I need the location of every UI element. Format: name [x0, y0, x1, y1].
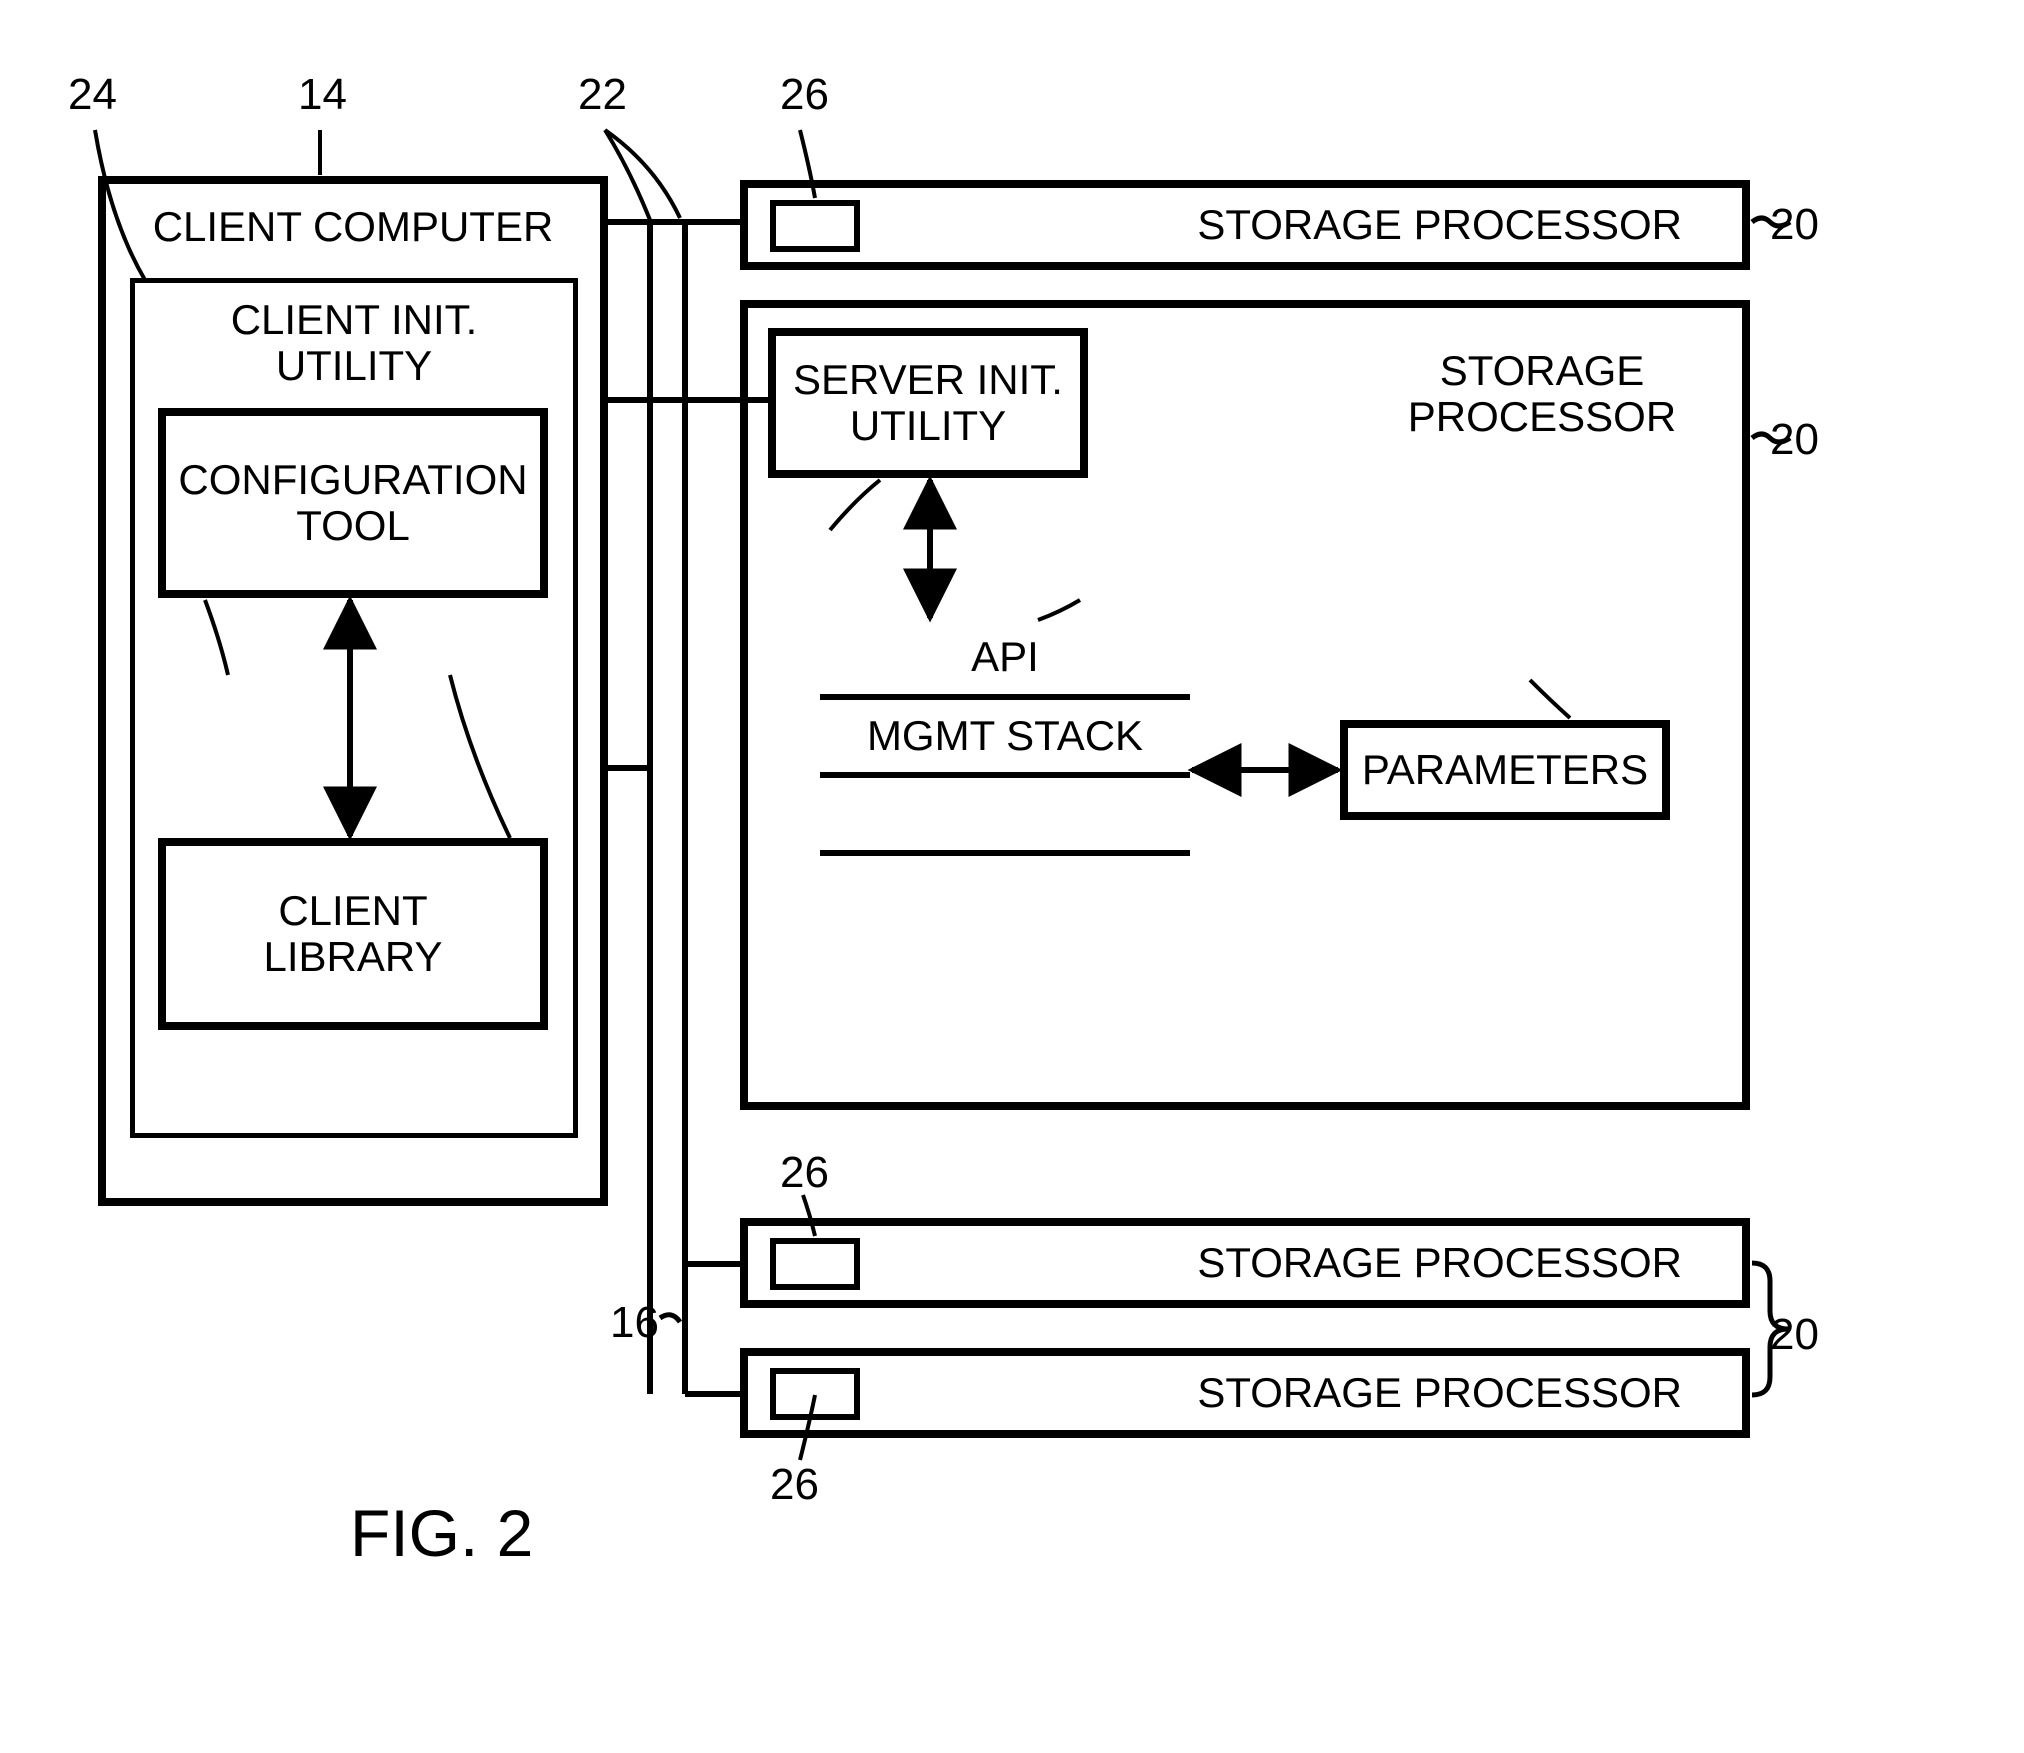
figure-label: FIG. 2: [350, 1495, 533, 1571]
storage-processor-bot1: STORAGE PROCESSOR: [740, 1218, 1750, 1308]
client-library-label: CLIENT LIBRARY: [264, 888, 443, 980]
client-init-utility-label: CLIENT INIT. UTILITY: [231, 297, 478, 389]
storage-processor-top: STORAGE PROCESSOR: [740, 180, 1750, 270]
config-tool-label: CONFIGURATION TOOL: [178, 457, 527, 549]
ref-20-mid: 20: [1770, 415, 1819, 465]
ref-26-mid: 26: [780, 1148, 829, 1198]
storage-processor-mid-label: STORAGE PROCESSOR: [1402, 348, 1682, 440]
ref-24: 24: [68, 70, 117, 120]
mgmt-row-4: [820, 856, 1190, 930]
ref-20-bot: 20: [1770, 1310, 1819, 1360]
sp-bot1-small-box: [770, 1238, 860, 1290]
ref-14: 14: [298, 70, 347, 120]
ref-22: 22: [578, 70, 627, 120]
mgmt-row-api: API: [820, 620, 1190, 700]
ref-20-top: 20: [1770, 200, 1819, 250]
sp-bot2-small-box: [770, 1368, 860, 1420]
storage-processor-bot2-label: STORAGE PROCESSOR: [1197, 1370, 1682, 1416]
config-tool-box: CONFIGURATION TOOL: [158, 408, 548, 598]
parameters-label: PARAMETERS: [1362, 747, 1648, 793]
ref-16: 16: [610, 1298, 659, 1348]
api-label: API: [971, 634, 1039, 680]
ref-26-bot: 26: [770, 1460, 819, 1510]
sp-top-small-box: [770, 200, 860, 252]
mgmt-row-3: [820, 778, 1190, 856]
server-init-utility-box: SERVER INIT. UTILITY: [768, 328, 1088, 478]
parameters-box: PARAMETERS: [1340, 720, 1670, 820]
server-init-utility-label: SERVER INIT. UTILITY: [793, 357, 1063, 449]
storage-processor-top-label: STORAGE PROCESSOR: [1197, 202, 1682, 248]
ref-26-top: 26: [780, 70, 829, 120]
client-computer-label: CLIENT COMPUTER: [153, 204, 554, 250]
mgmt-stack-label: MGMT STACK: [867, 713, 1143, 759]
mgmt-row-stack: MGMT STACK: [820, 700, 1190, 778]
storage-processor-bot1-label: STORAGE PROCESSOR: [1197, 1240, 1682, 1286]
client-library-box: CLIENT LIBRARY: [158, 838, 548, 1030]
storage-processor-bot2: STORAGE PROCESSOR: [740, 1348, 1750, 1438]
